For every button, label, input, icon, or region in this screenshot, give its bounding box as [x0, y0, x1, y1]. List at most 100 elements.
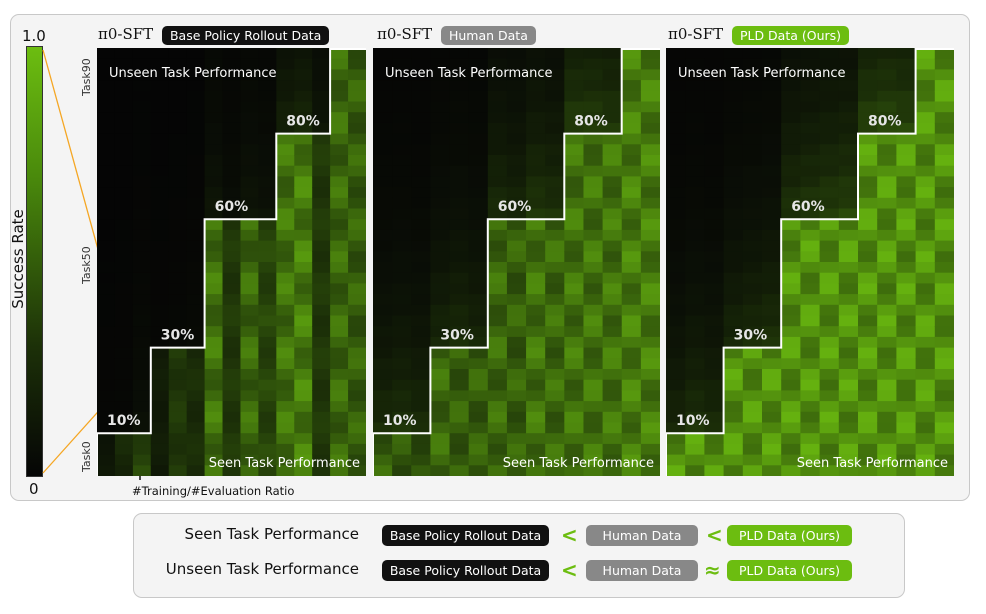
heatmap-cell: [204, 219, 224, 231]
heatmap-cell: [545, 358, 565, 370]
heatmap-cell: [114, 219, 134, 231]
heatmap-cell: [276, 176, 295, 188]
heatmap-cell: [858, 155, 878, 167]
heatmap-cell: [487, 90, 508, 103]
heatmap-cell: [168, 122, 188, 135]
heatmap-cell: [723, 187, 744, 199]
heatmap-cell: [640, 251, 660, 263]
heatmap-cell: [294, 272, 313, 284]
heatmap-cell: [506, 304, 527, 317]
heatmap-cell: [723, 80, 744, 92]
heatmap-cell: [392, 58, 412, 70]
heatmap-cell: [877, 229, 897, 242]
heatmap-cell: [915, 283, 936, 295]
heatmap-cell: [114, 336, 134, 349]
heatmap-cell: [240, 58, 259, 70]
heatmap-cell: [583, 336, 604, 349]
heatmap-cell: [742, 315, 763, 327]
y-tick-task0: Task0: [80, 441, 93, 472]
heatmap-cell: [392, 379, 412, 391]
heatmap-cell: [468, 197, 489, 210]
heatmap-cell: [896, 90, 917, 103]
heatmap-cell: [819, 101, 840, 113]
heatmap-cell: [487, 304, 508, 317]
heatmap-cell: [602, 112, 623, 124]
heatmap-cell: [222, 112, 242, 124]
colorbar: [26, 46, 43, 477]
heatmap-cell: [564, 187, 585, 199]
heatmap-cell: [258, 454, 277, 466]
heatmap-cell: [330, 304, 349, 317]
heatmap-cell: [330, 176, 349, 188]
heatmap-cell: [583, 251, 604, 263]
heatmap-cell: [666, 454, 686, 466]
heatmap-cell: [132, 176, 152, 188]
heatmap-cell: [564, 133, 585, 145]
heatmap-cell: [373, 80, 393, 92]
heatmap-cell: [506, 251, 527, 263]
heatmap-cell: [97, 229, 116, 242]
heatmap-cell: [723, 465, 744, 476]
heatmap-cell: [819, 379, 840, 391]
heatmap-cell: [506, 390, 527, 402]
heatmap-cell: [666, 208, 686, 220]
heatmap-cell: [877, 155, 897, 167]
heatmap-cell: [132, 465, 152, 476]
heatmap-cell: [168, 465, 188, 476]
heatmap-cell: [186, 176, 206, 188]
heatmap-cell: [858, 208, 878, 220]
heatmap-cell: [915, 411, 936, 424]
heatmap-cell: [800, 144, 821, 156]
heatmap-cell: [685, 101, 705, 113]
heatmap-cell: [896, 443, 917, 456]
heatmap-cell: [934, 144, 954, 156]
heatmap-cell: [781, 197, 801, 210]
heatmap-cell: [222, 165, 242, 177]
heatmap-cell: [276, 122, 295, 135]
heatmap-cell: [294, 336, 313, 349]
heatmap-cell: [896, 336, 917, 349]
heatmap-cell: [800, 283, 821, 295]
heatmap-cell: [685, 155, 705, 167]
heatmap-cell: [564, 443, 585, 456]
heatmap-cell: [449, 336, 470, 349]
heatmap-cell: [621, 133, 642, 145]
heatmap-human-data: 10%30%60%80%Unseen Task PerformanceSeen …: [373, 48, 660, 476]
heatmap-cell: [294, 133, 313, 145]
heatmap-cell: [858, 369, 878, 381]
heatmap-cell: [240, 90, 259, 103]
heatmap-cell: [685, 144, 705, 156]
heatmap-cell: [449, 262, 470, 274]
heatmap-cell: [373, 294, 393, 306]
heatmap-cell: [373, 165, 393, 177]
heatmap-cell: [704, 401, 725, 413]
heatmap-cell: [506, 90, 527, 103]
heatmap-cell: [186, 443, 206, 456]
step-label: 10%: [676, 413, 710, 429]
heatmap-cell: [896, 411, 917, 424]
heatmap-cell: [373, 262, 393, 274]
heatmap-cell: [602, 347, 623, 359]
heatmap-cell: [800, 208, 821, 220]
heatmap-cell: [132, 58, 152, 70]
heatmap-cell: [781, 294, 801, 306]
heatmap-cell: [186, 336, 206, 349]
heatmap-cell: [819, 272, 840, 284]
heatmap-cell: [781, 251, 801, 263]
heatmap-cell: [506, 262, 527, 274]
heatmap-cell: [896, 401, 917, 413]
heatmap-cell: [640, 283, 660, 295]
heatmap-cell: [621, 251, 642, 263]
heatmap-cell: [506, 454, 527, 466]
heatmap-cell: [487, 219, 508, 231]
heatmap-cell: [97, 187, 116, 199]
heatmap-cell: [258, 433, 277, 445]
heatmap-cell: [348, 219, 366, 231]
heatmap-cell: [97, 48, 116, 60]
heatmap-cell: [685, 48, 705, 60]
heatmap-cell: [430, 48, 451, 60]
heatmap-cell: [114, 304, 134, 317]
heatmap-cell: [762, 69, 782, 81]
heatmap-cell: [373, 454, 393, 466]
heatmap-cell: [934, 69, 954, 81]
